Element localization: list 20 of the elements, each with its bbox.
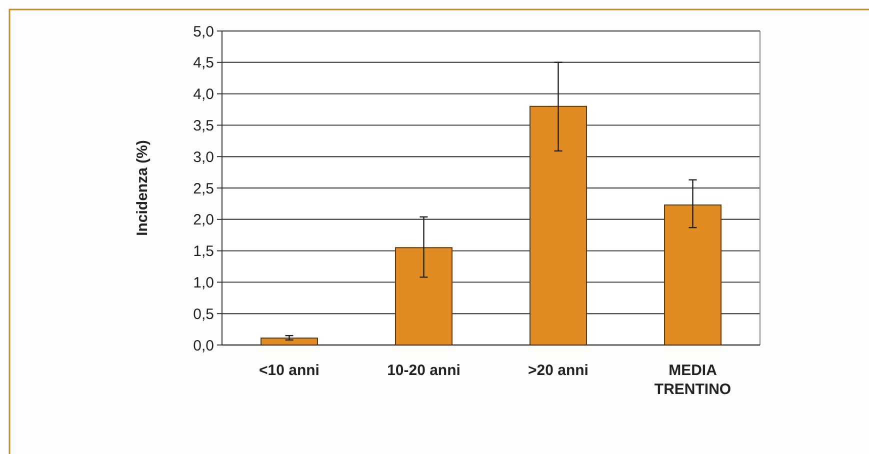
y-tick-label: 0,5 (193, 306, 214, 323)
y-tick-label: 5,0 (193, 23, 214, 40)
y-tick-label: 4,5 (193, 54, 214, 72)
bar (260, 338, 318, 346)
y-tick-label: 3,0 (193, 148, 214, 166)
x-tick-label: <10 anni (259, 362, 320, 379)
x-tick-label: MEDIA TRENTINO (654, 362, 732, 398)
y-tick-label: 4,0 (193, 86, 214, 104)
y-tick-label: 3,5 (193, 117, 214, 134)
bar (664, 204, 722, 346)
y-tick-label: 1,0 (193, 274, 214, 292)
bar (395, 247, 452, 346)
bar (530, 106, 587, 346)
x-tick-label: 10-20 anni (387, 362, 460, 379)
y-axis-title: Incidenza (%) (134, 140, 151, 236)
y-tick-label: 2,5 (193, 180, 214, 198)
y-tick-label: 2,0 (193, 212, 214, 229)
x-tick-label: >20 anni (528, 362, 588, 379)
y-tick-label: 1,5 (193, 243, 214, 260)
y-tick-label: 0,0 (193, 337, 214, 354)
